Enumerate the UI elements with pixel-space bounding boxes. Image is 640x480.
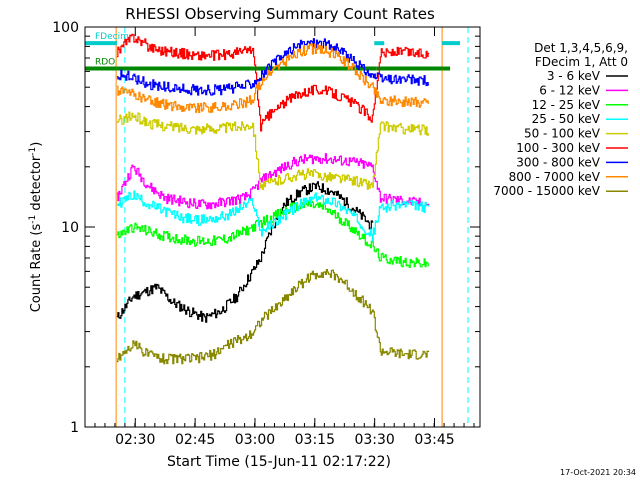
x-tick-label-3: 03:15 [295, 432, 335, 448]
x-tick-label-2: 03:00 [235, 432, 275, 448]
y-axis-label-sup: -1 [28, 215, 38, 224]
y-axis-label-end: ) [29, 142, 44, 147]
series-line-2 [116, 199, 430, 268]
legend-label-6: 300 - 800 keV [516, 155, 600, 169]
x-axis-ticks: 02:30 02:45 03:00 03:15 03:30 03:45 [84, 27, 475, 448]
series-line-3 [116, 190, 430, 242]
y-axis-label-tail: detector [29, 155, 44, 215]
legend-label-3: 25 - 50 keV [532, 112, 601, 126]
y-axis-label-sup2: -1 [28, 147, 38, 156]
legend-label-5: 100 - 300 keV [516, 141, 600, 155]
flag-label-0: RDO [95, 58, 115, 68]
x-tick-label-5: 03:45 [414, 432, 454, 448]
y-axis-ticks: 1 10 100 [52, 20, 480, 436]
legend-label-7: 800 - 7000 keV [509, 170, 601, 184]
legend-label-4: 50 - 100 keV [524, 127, 601, 141]
legend-label-0: 3 - 6 keV [547, 69, 601, 83]
chart-title: RHESSI Observing Summary Count Rates [125, 5, 435, 23]
flag-lines [85, 41, 461, 71]
legend: Det 1,3,4,5,6,9, FDecim 1, Att 0 3 - 6 k… [493, 41, 628, 198]
y-axis-label-main: Count Rate (s [29, 224, 44, 313]
series-line-6 [116, 38, 430, 96]
y-tick-label-2: 100 [52, 20, 79, 36]
y-tick-label-1: 10 [61, 220, 79, 236]
series-lines [116, 33, 430, 365]
vertical-markers [115, 27, 469, 427]
x-axis-label: Start Time (15-Jun-11 02:17:22) [167, 454, 391, 470]
x-tick-label-1: 02:45 [175, 432, 215, 448]
y-axis-label: Count Rate (s-1 detector-1) [28, 142, 44, 313]
timestamp: 17-Oct-2021 20:34 [560, 468, 636, 477]
series-line-0 [116, 181, 374, 323]
legend-header-2: FDecim 1, Att 0 [535, 55, 628, 69]
legend-label-1: 6 - 12 keV [539, 83, 601, 97]
flag-labels: RDO FDecim [95, 32, 129, 67]
flag-label-1: FDecim [95, 32, 129, 42]
x-tick-label-4: 03:30 [354, 432, 394, 448]
legend-header-1: Det 1,3,4,5,6,9, [534, 41, 628, 55]
y-tick-label-0: 1 [70, 420, 79, 436]
series-line-8 [116, 269, 430, 365]
legend-label-8: 7000 - 15000 keV [493, 184, 600, 198]
series-line-1 [116, 153, 430, 210]
x-tick-label-0: 02:30 [115, 432, 155, 448]
plot-area: 02:30 02:45 03:00 03:15 03:30 03:45 1 10 100 RD… [52, 20, 481, 448]
series-line-4 [116, 111, 430, 190]
legend-label-2: 12 - 25 keV [532, 98, 601, 112]
series-line-7 [116, 43, 430, 113]
